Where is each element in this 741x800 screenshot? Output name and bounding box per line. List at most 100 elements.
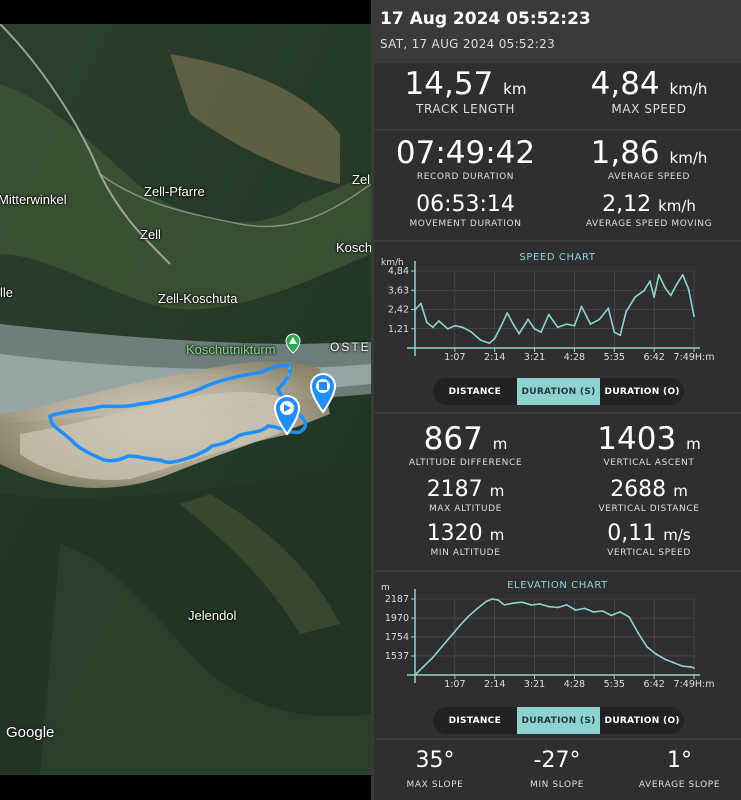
data-point xyxy=(476,607,479,610)
track-end-marker-icon[interactable] xyxy=(309,372,337,414)
vertical-distance-value: 2688 xyxy=(610,477,667,502)
data-point xyxy=(613,331,616,333)
data-point xyxy=(658,273,660,276)
data-point xyxy=(628,616,631,619)
speed-tab-duration-s[interactable]: DURATION (S) xyxy=(516,378,601,405)
y-tick-label: 1970 xyxy=(385,613,409,624)
x-tick-label: 1:07 xyxy=(444,352,465,363)
track-length-unit: km xyxy=(503,80,527,98)
vertical-distance-label: VERTICAL DISTANCE xyxy=(598,504,700,514)
data-point xyxy=(485,600,488,603)
place-label: Kosch xyxy=(336,240,371,255)
place-label: Zell-Pfarre xyxy=(144,184,205,199)
min-slope-label: MIN SLOPE xyxy=(529,780,585,790)
place-label: Zel xyxy=(352,172,371,187)
data-point xyxy=(423,665,425,668)
y-unit-label: m xyxy=(381,583,390,593)
data-point xyxy=(479,339,482,341)
data-point xyxy=(547,313,550,316)
elevation-tab-duration-s[interactable]: DURATION (S) xyxy=(516,707,601,734)
speed-chart-mode-toggle: DISTANCE DURATION (S) DURATION (O) xyxy=(433,378,684,405)
data-point xyxy=(573,324,576,327)
data-point xyxy=(503,603,506,606)
data-point xyxy=(637,632,639,634)
data-point xyxy=(649,280,651,283)
speed-tab-duration-o[interactable]: DURATION (O) xyxy=(604,386,680,397)
track-subtitle: SAT, 17 AUG 2024 05:52:23 xyxy=(380,37,556,51)
data-point xyxy=(672,661,675,664)
series-line xyxy=(414,598,695,676)
place-label: Zell-Koschuta xyxy=(158,291,238,306)
data-point xyxy=(530,603,532,606)
max-altitude-label: MAX ALTITUDE xyxy=(429,504,502,514)
movement-duration-label: MOVEMENT DURATION xyxy=(409,219,522,229)
max-altitude-unit: m xyxy=(489,482,505,500)
min-altitude-unit: m xyxy=(489,526,505,544)
speed-chart[interactable]: km/h 1,21 2,42 3,63 4,84 1:07 2:14 3:21 4:28 5:35… xyxy=(374,250,741,370)
average-slope-value: 1° xyxy=(667,748,692,773)
google-logo: Google xyxy=(6,724,55,741)
average-speed-label: AVERAGE SPEED xyxy=(607,172,691,182)
y-tick-label: 1537 xyxy=(385,651,409,662)
elevation-tab-distance[interactable]: DISTANCE xyxy=(448,715,502,726)
x-tick-label: 7:49H:m xyxy=(674,679,715,690)
data-point xyxy=(506,312,509,314)
min-altitude-label: MIN ALTITUDE xyxy=(430,548,501,558)
data-point xyxy=(512,602,515,605)
altitude-card: 867 m ALTITUDE DIFFERENCE 1403 m VERTICA… xyxy=(374,414,741,570)
track-stats-panel: 17 Aug 2024 05:52:23 SAT, 17 AUG 2024 05… xyxy=(371,0,741,800)
data-point xyxy=(449,635,452,638)
elevation-tab-duration-o[interactable]: DURATION (O) xyxy=(604,715,680,726)
data-point xyxy=(458,625,461,627)
data-point xyxy=(446,328,449,330)
max-slope-label: MAX SLOPE xyxy=(406,780,464,790)
place-label: Zell xyxy=(140,227,161,242)
data-point xyxy=(601,610,604,612)
data-point xyxy=(488,342,491,345)
average-speed-value: 1,86 xyxy=(590,135,660,171)
place-label: Jelendol xyxy=(188,608,237,623)
record-duration-stat: 07:49:42 RECORD DURATION xyxy=(374,138,557,183)
data-point xyxy=(663,286,666,289)
x-tick-label: 4:28 xyxy=(564,679,585,690)
data-point xyxy=(669,294,672,297)
data-point xyxy=(574,609,577,612)
data-point xyxy=(539,603,541,605)
x-tick-label: 2:14 xyxy=(484,352,505,363)
data-point xyxy=(431,326,434,329)
data-point xyxy=(643,289,645,292)
x-tick-label: 5:35 xyxy=(604,352,625,363)
max-slope-stat: 35° MAX SLOPE xyxy=(374,750,496,791)
track-title: 17 Aug 2024 05:52:23 xyxy=(380,9,591,29)
average-speed-moving-value: 2,12 xyxy=(602,192,652,217)
place-label: lle xyxy=(0,285,14,300)
track-start-marker-icon[interactable] xyxy=(273,394,301,436)
vertical-ascent-stat: 1403 m VERTICAL ASCENT xyxy=(557,421,741,469)
max-speed-label: MAX SPEED xyxy=(611,102,687,116)
altitude-difference-stat: 867 m ALTITUDE DIFFERENCE xyxy=(374,424,557,469)
data-point xyxy=(607,307,610,310)
map-view[interactable]: Mitterwinkel Zell-Pfarre Zell Zell-Kosch… xyxy=(0,24,371,775)
data-point xyxy=(693,667,695,669)
x-tick-label: 5:35 xyxy=(604,679,625,690)
vertical-ascent-value: 1403 xyxy=(597,421,677,457)
speed-tab-distance[interactable]: DISTANCE xyxy=(448,386,502,397)
data-point xyxy=(533,328,536,330)
y-tick-label: 1,21 xyxy=(388,324,409,335)
altitude-difference-label: ALTITUDE DIFFERENCE xyxy=(408,458,523,468)
data-point xyxy=(610,614,613,617)
data-point xyxy=(493,337,496,340)
average-speed-moving-stat: 2,12 km/h AVERAGE SPEED MOVING xyxy=(557,192,741,230)
elevation-chart[interactable]: m 1537 1754 1970 2187 1:07 2:14 3:21 4:28 5:35 6:4… xyxy=(374,578,741,696)
average-speed-moving-unit: km/h xyxy=(658,197,696,215)
min-slope-stat: -27° MIN SLOPE xyxy=(496,750,618,791)
data-point xyxy=(540,331,543,333)
x-tick-label: 4:28 xyxy=(564,352,585,363)
data-point xyxy=(425,321,428,324)
data-point xyxy=(592,610,595,613)
data-point xyxy=(521,601,523,604)
poi-marker-icon[interactable] xyxy=(285,333,301,354)
data-point xyxy=(619,334,622,337)
data-point xyxy=(497,599,500,601)
max-speed-unit: km/h xyxy=(669,80,708,98)
